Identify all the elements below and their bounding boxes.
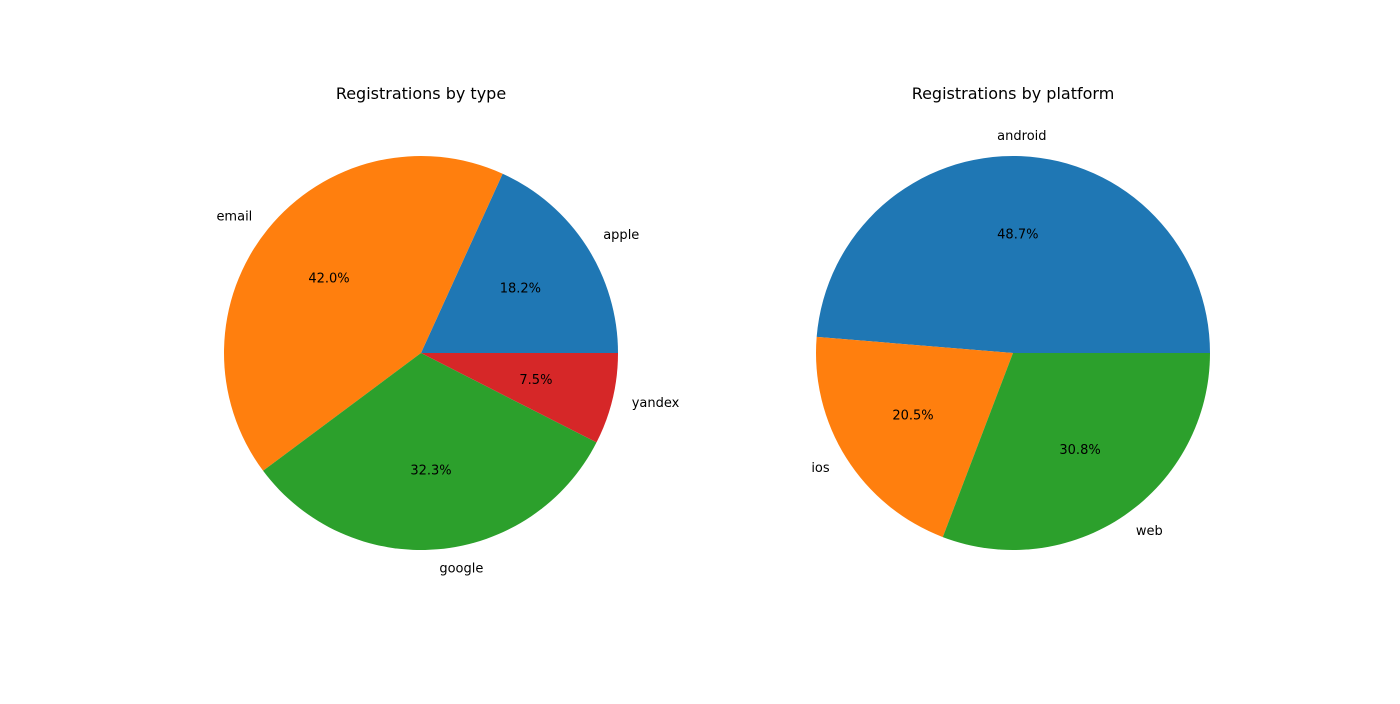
slice-percent-yandex: 7.5% <box>519 373 552 388</box>
pie-slice-yandex <box>421 353 618 443</box>
slice-percent-email: 42.0% <box>308 271 349 286</box>
slice-percent-android: 48.7% <box>997 227 1038 242</box>
pie-slice-email <box>224 156 503 471</box>
slice-percent-apple: 18.2% <box>500 282 541 297</box>
pie-slice-google <box>263 353 597 550</box>
chart-title: Registrations by type <box>336 84 506 103</box>
pie-slice-apple <box>421 173 618 353</box>
pie-slice-ios <box>815 336 1013 538</box>
slice-label-web: web <box>1136 524 1163 539</box>
slice-label-ios: ios <box>811 461 830 476</box>
pie-slice-web <box>942 353 1210 550</box>
slice-label-yandex: yandex <box>632 396 680 411</box>
pie-chart-registrations-by-type: Registrations by type apple 18.2% email 42.… <box>216 84 679 576</box>
pie-labels: apple 18.2% email 42.0% google 32.3% yandex 7.5… <box>216 209 679 576</box>
slice-label-google: google <box>439 561 483 576</box>
chart-title: Registrations by platform <box>912 84 1115 103</box>
slice-label-apple: apple <box>603 228 639 243</box>
pie-slice-android <box>816 155 1210 353</box>
slice-percent-ios: 20.5% <box>892 409 933 424</box>
pie-labels: android 48.7% ios 20.5% web 30.8% <box>811 129 1162 539</box>
slice-percent-google: 32.3% <box>410 463 451 478</box>
slice-label-email: email <box>216 209 252 224</box>
slice-label-android: android <box>997 129 1046 144</box>
slice-percent-web: 30.8% <box>1059 443 1100 458</box>
pie-chart-registrations-by-platform: Registrations by platform android 48.7% io… <box>811 84 1210 550</box>
pie-slices <box>815 155 1210 550</box>
pie-slices <box>224 156 618 550</box>
